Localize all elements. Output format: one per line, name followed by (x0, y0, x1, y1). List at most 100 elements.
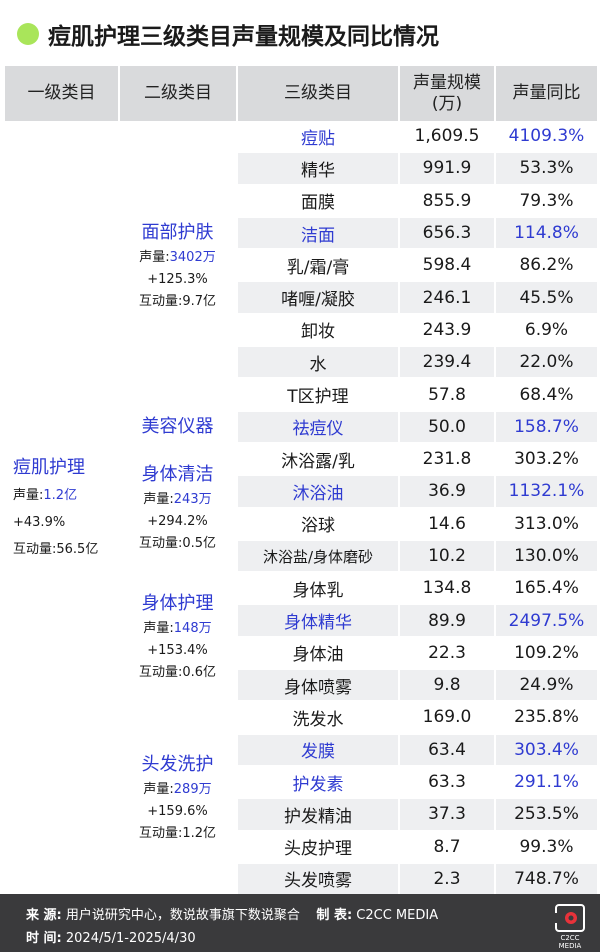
volume-cell: 1,609.5 (398, 121, 496, 154)
yoy-cell: 24.9% (494, 669, 599, 703)
level1-cell: 痘肌护理 声量:1.2亿 +43.9% 互动量:56.5亿 (4, 121, 119, 896)
source-label: 来 源: (26, 908, 62, 923)
header-level2: 二级类目 (118, 66, 238, 121)
header-yoy: 声量同比 (494, 66, 599, 121)
table-row: 护发精油 37.3 253.5% (4, 798, 599, 832)
yoy-cell: 86.2% (494, 249, 599, 283)
volume-cell: 243.9 (398, 313, 496, 348)
level3-cell: 卸妆 (236, 313, 400, 348)
level2-cell: 头发洗护 声量:289万 +159.6% 互动量:1.2亿 (119, 701, 237, 896)
page-title: 痘肌护理三级类目声量规模及同比情况 (48, 24, 439, 50)
volume-cell: 239.4 (398, 346, 496, 380)
level2-name: 身体清洁 (141, 463, 214, 485)
yoy-cell: 109.2% (494, 636, 599, 671)
title-bar: 痘肌护理三级类目声量规模及同比情况 (0, 0, 600, 66)
level2-cell: 身体护理 声量:148万 +153.4% 互动量:0.6亿 (119, 572, 237, 702)
level3-cell: 痘贴 (236, 121, 400, 154)
table-row: 美容仪器 祛痘仪 50.0 158.7% (4, 410, 599, 444)
table-row: 发膜 63.4 303.4% (4, 733, 599, 767)
level2-name: 头发洗护 (141, 754, 214, 776)
level3-cell: 浴球 (236, 507, 400, 541)
level2-cell: 身体清洁 声量:243万 +294.2% 互动量:0.5亿 (119, 442, 237, 573)
table-row: 精华 991.9 53.3% (4, 152, 599, 186)
level2-cell: 面部护肤 声量:3402万 +125.3% 互动量:9.7亿 (119, 121, 237, 411)
yoy-cell: 4109.3% (494, 121, 599, 154)
volume-cell: 9.8 (398, 669, 496, 703)
level3-cell: 身体精华 (236, 604, 400, 638)
level3-cell: 精华 (236, 152, 400, 186)
level3-cell: 洗发水 (236, 701, 400, 735)
yoy-cell: 1132.1% (494, 475, 599, 509)
table-row: 洁面 656.3 114.8% (4, 216, 599, 251)
table-row: 身体清洁 声量:243万 +294.2% 互动量:0.5亿 沐浴露/乳 231.8 303.… (4, 442, 599, 573)
level2-cell: 美容仪器 (119, 410, 237, 443)
yoy-cell: 6.9% (494, 313, 599, 348)
level2-name: 面部护肤 (141, 221, 214, 243)
yoy-cell: 79.3% (494, 184, 599, 218)
source-text: 用户说研究中心，数说故事旗下数说聚合 (65, 908, 300, 923)
data-table: 一级类目 二级类目 三级类目 声量规模 (万) 声量同比 痘肌护理 声量:1.2亿… (3, 66, 599, 897)
level2-interaction: 互动量:0.6亿 (138, 664, 217, 680)
yoy-cell: 313.0% (494, 507, 599, 541)
c2cc-logo-icon: C2CC MEDIA (553, 902, 587, 950)
table-row: 卸妆 243.9 6.9% (4, 313, 599, 348)
level1-name: 痘肌护理 (13, 456, 85, 478)
yoy-cell: 53.3% (494, 152, 599, 186)
table-row: 沐浴油 36.9 1132.1% (4, 475, 599, 509)
table-row: 水 239.4 22.0% (4, 346, 599, 380)
volume-cell: 14.6 (398, 507, 496, 541)
yoy-cell: 303.4% (494, 733, 599, 767)
level2-volume: 声量:3402万 (139, 249, 216, 265)
table-row: 身体护理 声量:148万 +153.4% 互动量:0.6亿 身体乳 134.8 165.4% (4, 572, 599, 702)
level3-cell: 发膜 (236, 733, 400, 767)
level3-cell: 护发素 (236, 765, 400, 800)
level2-volume: 声量:289万 (143, 782, 212, 798)
yoy-cell: 22.0% (494, 346, 599, 380)
level3-cell: 沐浴露/乳 (236, 442, 400, 477)
table-row: 头皮护理 8.7 99.3% (4, 830, 599, 864)
footer-source: 来 源: 用户说研究中心，数说故事旗下数说聚合 制 表: C2CC MEDIA (26, 904, 438, 923)
logo-text: C2CC MEDIA (558, 934, 582, 950)
level3-cell: 啫喱/凝胶 (236, 281, 400, 315)
level3-cell: 头皮护理 (236, 830, 400, 864)
footer-time: 时 间: 2024/5/1-2025/4/30 (26, 927, 196, 946)
level2-volume: 声量:148万 (143, 620, 212, 636)
yoy-cell: 291.1% (494, 765, 599, 800)
level1-growth: +43.9% (13, 514, 66, 530)
level2-interaction: 互动量:1.2亿 (138, 826, 217, 842)
level3-cell: 身体油 (236, 636, 400, 671)
table-row: 头发洗护 声量:289万 +159.6% 互动量:1.2亿 洗发水 169.0 235.8% (4, 701, 599, 896)
level3-cell: 身体喷雾 (236, 669, 400, 703)
table-row: 浴球 14.6 313.0% (4, 507, 599, 541)
level3-cell: 水 (236, 346, 400, 380)
level3-cell: 沐浴盐/身体磨砂 (236, 539, 400, 574)
table-row: 身体精华 89.9 2497.5% (4, 604, 599, 638)
table-row: 沐浴盐/身体磨砂 10.2 130.0% (4, 539, 599, 574)
table-header-row: 一级类目 二级类目 三级类目 声量规模 (万) 声量同比 (3, 66, 599, 121)
level3-cell: 护发精油 (236, 798, 400, 832)
volume-cell: 37.3 (398, 798, 496, 832)
volume-cell: 36.9 (398, 475, 496, 509)
header-level3: 三级类目 (236, 66, 400, 121)
yoy-cell: 114.8% (494, 216, 599, 251)
footer: 来 源: 用户说研究中心，数说故事旗下数说聚合 制 表: C2CC MEDIA … (0, 894, 600, 952)
volume-cell: 598.4 (398, 249, 496, 283)
yoy-cell: 748.7% (494, 862, 599, 897)
table-row: 面膜 855.9 79.3% (4, 184, 599, 218)
level2-interaction: 互动量:0.5亿 (138, 535, 217, 551)
volume-cell: 169.0 (398, 701, 496, 735)
time-text: 2024/5/1-2025/4/30 (65, 931, 196, 946)
table-row: 护发素 63.3 291.1% (4, 765, 599, 800)
maker-label: 制 表: (316, 908, 353, 923)
level3-cell: 身体乳 (236, 572, 400, 606)
level3-cell: 祛痘仪 (236, 410, 400, 444)
level3-cell: 头发喷雾 (236, 862, 400, 897)
volume-cell: 2.3 (398, 862, 496, 897)
volume-cell: 63.4 (398, 733, 496, 767)
level2-growth: +125.3% (147, 271, 208, 287)
table-row: T区护理 57.8 68.4% (4, 378, 599, 412)
yoy-cell: 99.3% (494, 830, 599, 864)
level3-cell: 面膜 (236, 184, 400, 218)
level2-name: 美容仪器 (141, 415, 214, 437)
level3-cell: 乳/霜/膏 (236, 249, 400, 283)
